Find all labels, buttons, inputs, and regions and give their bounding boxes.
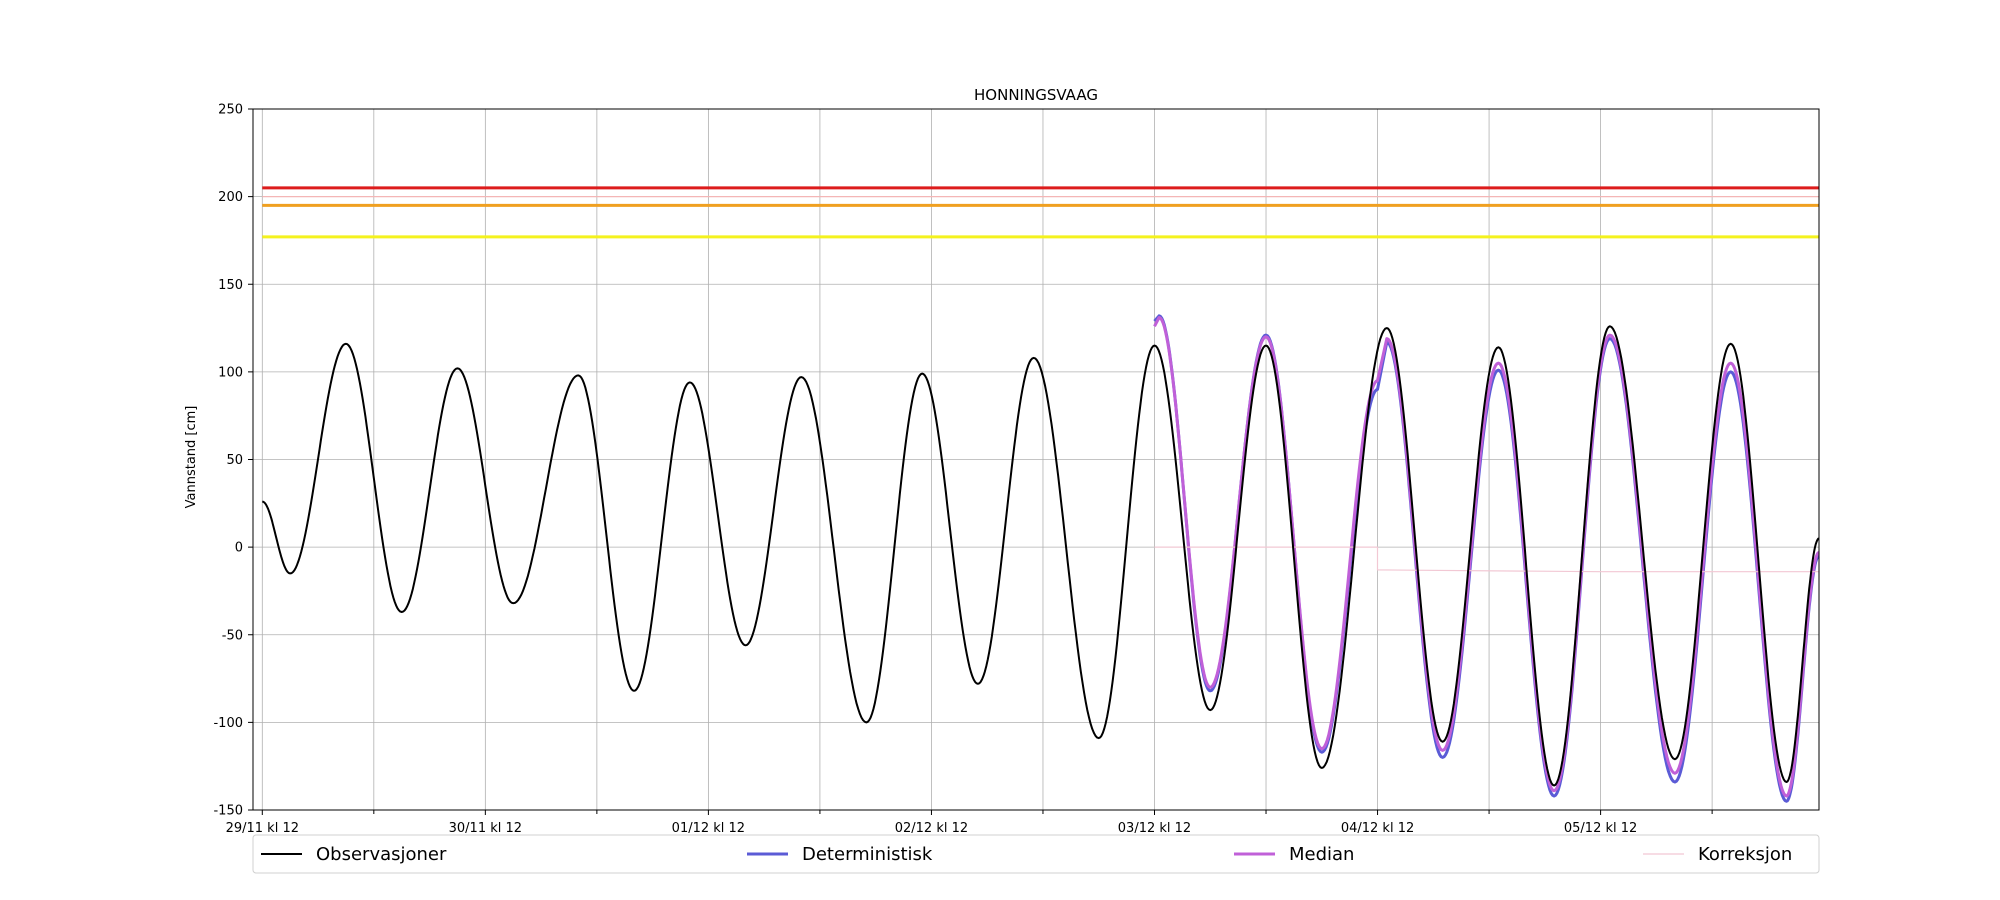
- series-lines: [262, 314, 1820, 803]
- y-tick-label: 0: [235, 541, 243, 556]
- x-tick-label: 05/12 kl 12: [1564, 821, 1637, 836]
- x-tick-label: 04/12 kl 12: [1341, 821, 1414, 836]
- legend-label: Median: [1289, 844, 1354, 865]
- threshold-lines: [262, 186, 1819, 239]
- axis-ticks: -150 -100 -50 0 50 100 150 200 250 29/11 kl 12 30/…: [213, 103, 1713, 836]
- legend-label: Observasjoner: [316, 844, 447, 865]
- x-tick-label: 01/12 kl 12: [672, 821, 745, 836]
- legend-label: Korreksjon: [1698, 844, 1792, 865]
- y-tick-label: 150: [218, 278, 243, 293]
- x-tick-label: 30/11 kl 12: [449, 821, 522, 836]
- x-tick-label: 03/12 kl 12: [1118, 821, 1191, 836]
- y-tick-label: 250: [218, 103, 243, 118]
- x-tick-label: 02/12 kl 12: [895, 821, 968, 836]
- series-line-observasjoner: [262, 325, 1820, 787]
- legend-label: Deterministisk: [802, 844, 933, 865]
- series-line-median: [1153, 316, 1820, 798]
- y-tick-label: -150: [213, 804, 243, 819]
- grid: [253, 108, 1819, 811]
- y-tick-label: 200: [218, 190, 243, 205]
- y-tick-label: 50: [226, 453, 243, 468]
- legend: Observasjoner Deterministisk Median Korreks…: [252, 834, 1820, 874]
- y-axis-label: Vannstand [cm]: [184, 406, 199, 509]
- y-tick-label: 100: [218, 365, 243, 380]
- series-line-deterministisk: [1153, 314, 1820, 803]
- x-tick-label: 29/11 kl 12: [226, 821, 299, 836]
- legend-box: [252, 834, 1820, 874]
- y-tick-label: -100: [213, 716, 243, 731]
- chart-title: HONNINGSVAAG: [974, 86, 1098, 104]
- y-tick-label: -50: [222, 628, 243, 643]
- series-line-korreksjon: [1154, 546, 1819, 573]
